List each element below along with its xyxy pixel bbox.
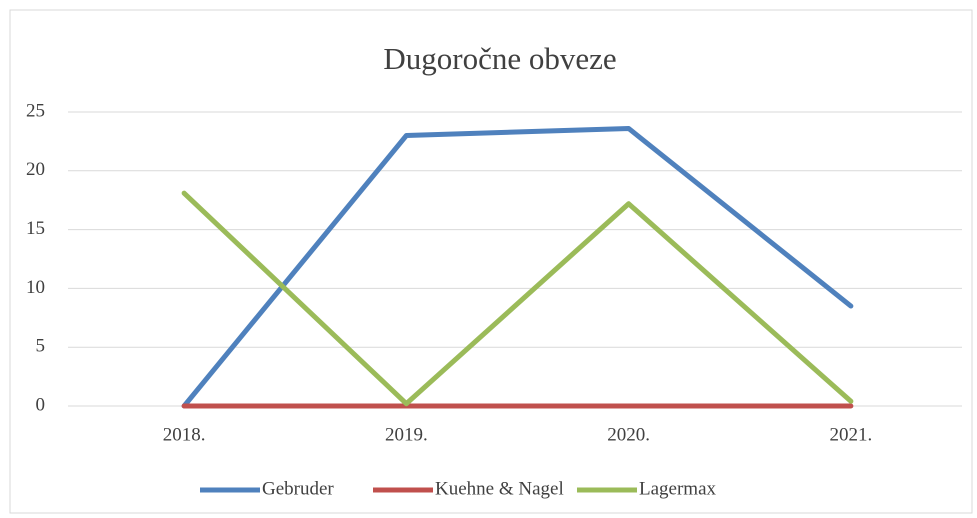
legend-label: Kuehne & Nagel	[435, 478, 564, 499]
x-tick-label: 2021.	[830, 424, 873, 445]
legend-label: Gebruder	[262, 478, 334, 499]
legend-label: Lagermax	[639, 478, 717, 499]
series-line	[181, 190, 854, 407]
x-tick-label: 2018.	[163, 424, 206, 445]
x-tick-label: 2019.	[385, 424, 428, 445]
y-tick-label: 15	[26, 218, 45, 239]
y-tick-label: 25	[26, 100, 45, 121]
y-tick-label: 0	[36, 394, 46, 415]
chart-title: Dugoročne obveze	[383, 41, 616, 76]
x-tick-label: 2020.	[607, 424, 650, 445]
y-tick-label: 10	[26, 277, 45, 298]
y-tick-label: 5	[36, 336, 46, 357]
series-line	[181, 125, 854, 409]
y-tick-label: 20	[26, 159, 45, 180]
chart-border	[9, 9, 973, 514]
